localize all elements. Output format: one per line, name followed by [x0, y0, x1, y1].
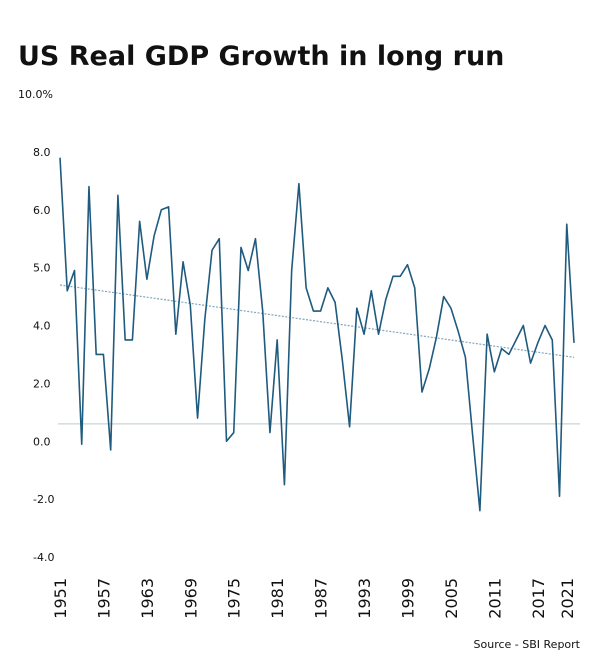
x-tick-label: 1981 [268, 578, 287, 619]
x-tick-label: 1963 [138, 578, 157, 619]
x-tick-label: 1993 [355, 578, 374, 619]
chart-title: US Real GDP Growth in long run [18, 41, 504, 72]
x-tick-label: 1999 [398, 578, 417, 619]
y-tick-label: 8.0 [33, 146, 51, 159]
data-line [59, 157, 575, 512]
y-tick-label: 2.0 [33, 377, 51, 390]
x-tick-label: 1975 [225, 578, 244, 619]
x-tick-label: 1957 [94, 578, 113, 619]
y-tick-label: 10.0% [18, 88, 53, 101]
x-tick-label: 1987 [312, 578, 331, 619]
x-tick-label: 2017 [529, 578, 548, 619]
y-tick-label: 0.0 [33, 435, 51, 448]
x-tick-label: 1969 [181, 578, 200, 619]
source-note: Source - SBI Report [474, 638, 581, 651]
y-tick-label: 4.0 [33, 320, 51, 333]
y-tick-label: 5.0 [33, 262, 51, 275]
x-tick-label: 2005 [442, 578, 461, 619]
trend-line [59, 284, 575, 358]
x-tick-label: 1951 [51, 578, 70, 619]
x-tick-label: 2021 [558, 578, 577, 619]
y-tick-label: -2.0 [33, 493, 54, 506]
y-tick-label: -4.0 [33, 551, 54, 564]
x-tick-label: 2011 [485, 578, 504, 619]
y-tick-label: 6.0 [33, 204, 51, 217]
